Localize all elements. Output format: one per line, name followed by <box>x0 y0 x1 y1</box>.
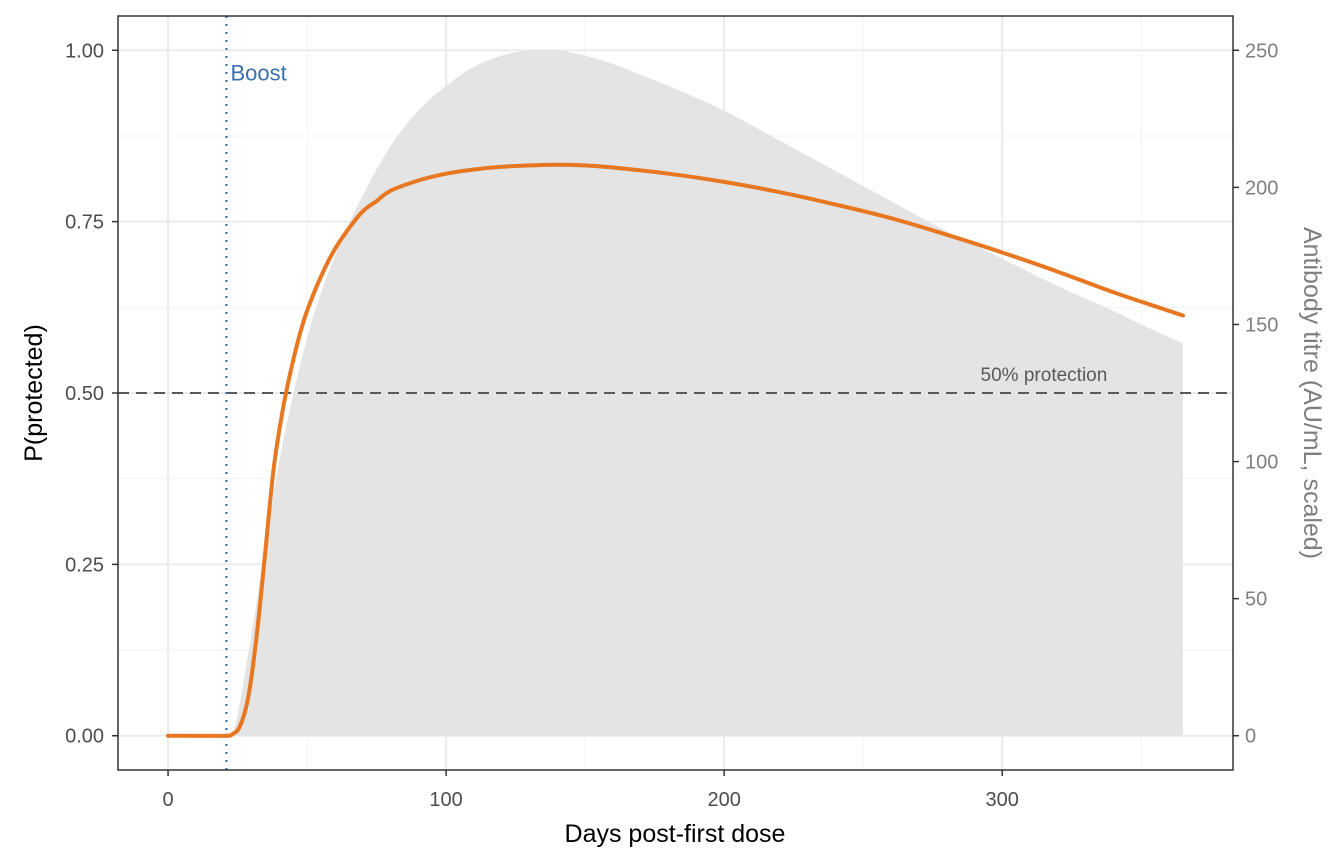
x-tick-label: 0 <box>162 789 173 811</box>
y-tick-label: 0.75 <box>65 212 104 234</box>
y-right-tick-label: 200 <box>1245 177 1278 199</box>
y-right-tick-label: 250 <box>1245 40 1278 62</box>
y-right-tick-label: 100 <box>1245 452 1278 474</box>
protection-line <box>166 162 1185 738</box>
y-tick-label: 0.50 <box>65 383 104 405</box>
x-axis: 0 100 200 300 <box>162 770 1019 811</box>
x-axis-title: Days post-first dose <box>565 820 786 848</box>
boost-label: Boost <box>230 60 286 85</box>
y-tick-label: 0.25 <box>65 554 104 576</box>
y-axis-title-right: Antibody titre (AU/mL, scaled) <box>1298 227 1326 559</box>
x-tick-label: 300 <box>986 789 1019 811</box>
y-axis-right: 0 50 100 150 200 250 <box>1233 40 1278 748</box>
x-tick-label: 200 <box>707 789 740 811</box>
y-right-tick-label: 0 <box>1245 726 1256 748</box>
y-axis-title-left: P(protected) <box>20 324 48 462</box>
overlay-lines <box>118 16 1233 770</box>
y-right-tick-label: 50 <box>1245 589 1267 611</box>
y-axis-left: 0.00 0.25 0.50 0.75 1.00 <box>65 40 118 748</box>
titre-area <box>168 49 1183 738</box>
x-tick-label: 100 <box>429 789 462 811</box>
threshold-label: 50% protection <box>981 365 1108 386</box>
y-tick-label: 0.00 <box>65 726 104 748</box>
y-right-tick-label: 150 <box>1245 314 1278 336</box>
y-tick-label: 1.00 <box>65 40 104 62</box>
